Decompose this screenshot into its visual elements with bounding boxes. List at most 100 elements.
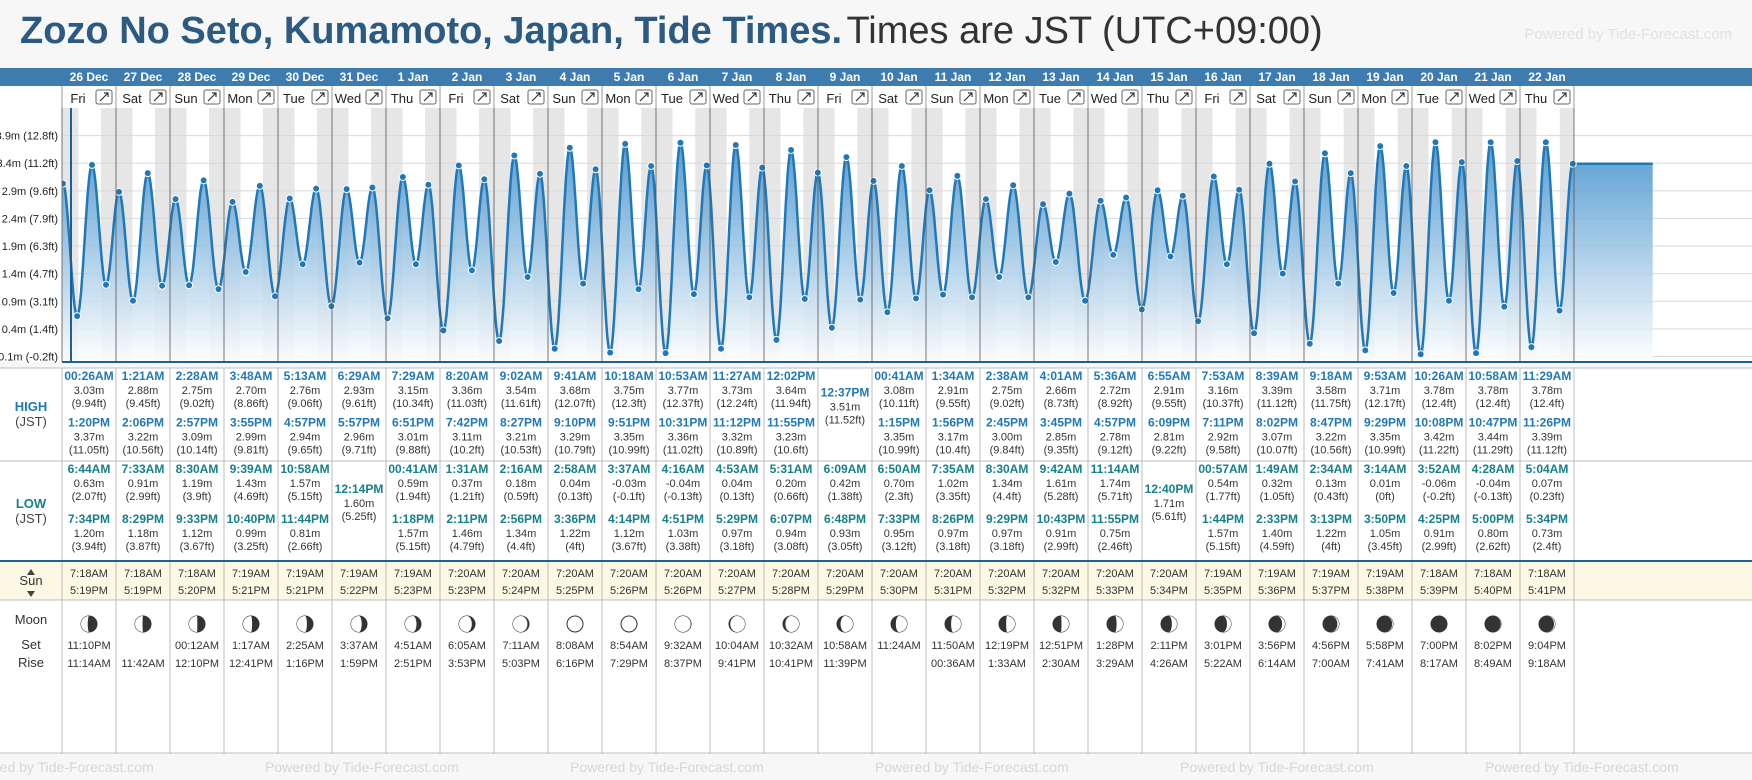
date-label: 13 Jan: [1042, 70, 1079, 84]
expand-day-button[interactable]: [1229, 89, 1247, 105]
tide-extreme-point: [1568, 159, 1577, 168]
expand-arrow-icon: [801, 92, 811, 102]
high-tide-time: 3:55PM: [230, 416, 272, 430]
tide-extreme-point: [1081, 296, 1090, 305]
sunrise-time: 7:20AM: [556, 568, 594, 580]
sunset-time: 5:20PM: [178, 585, 216, 597]
high-tide-height-ft: (9.02ft): [180, 398, 215, 410]
low-tide-height-m: 0.91m: [1424, 528, 1455, 540]
expand-arrow-icon: [1125, 92, 1135, 102]
expand-day-button[interactable]: [743, 89, 761, 105]
tide-extreme-point: [939, 290, 948, 299]
date-label: 20 Jan: [1420, 70, 1457, 84]
day-of-week-label: Mon: [227, 91, 252, 106]
high-tide-time: 10:26AM: [1414, 369, 1463, 383]
expand-day-button[interactable]: [959, 89, 977, 105]
moon-phase-icon: [1376, 615, 1394, 633]
low-tide-time: 6:07PM: [770, 512, 812, 526]
day-of-week-label: Sun: [552, 91, 575, 106]
title-location: Zozo No Seto, Kumamoto, Japan, Tide Time…: [20, 10, 843, 52]
low-tide-height-m: 1.19m: [182, 478, 213, 490]
low-tide-time: 12:14PM: [335, 482, 384, 496]
date-label: 4 Jan: [560, 70, 591, 84]
expand-day-button[interactable]: [581, 89, 599, 105]
low-tide-time: 3:52AM: [1418, 462, 1461, 476]
moon-dark-disc: [1430, 615, 1448, 633]
low-tide-height-m: 0.97m: [722, 528, 753, 540]
sunrise-time: 7:18AM: [124, 568, 162, 580]
expand-day-button[interactable]: [419, 89, 437, 105]
expand-arrow-icon: [477, 92, 487, 102]
y-tick-label: -0.1m (-0.2ft): [0, 351, 58, 363]
expand-day-button[interactable]: [1013, 89, 1031, 105]
expand-day-button[interactable]: [851, 89, 869, 105]
moon-lit-part: [351, 616, 362, 632]
high-tide-height-m: 3.39m: [1532, 432, 1563, 444]
tide-extreme-point: [1109, 250, 1118, 259]
low-tide-height-ft: (4ft): [1321, 541, 1341, 553]
expand-day-button[interactable]: [1067, 89, 1085, 105]
tide-extreme-point: [523, 272, 532, 281]
low-tide-height-m: 0.07m: [1532, 478, 1563, 490]
expand-day-button[interactable]: [1391, 89, 1409, 105]
tide-extreme-point: [621, 139, 630, 148]
moonrise-time: 1:33AM: [988, 658, 1026, 670]
high-tide-time: 4:57PM: [1094, 416, 1136, 430]
moonset-time: 11:50AM: [931, 640, 974, 652]
high-tide-height-ft: (11.61ft): [501, 398, 541, 410]
day-of-week-label: Wed: [1469, 91, 1496, 106]
expand-day-button[interactable]: [1121, 89, 1139, 105]
expand-arrow-icon: [1395, 92, 1405, 102]
moon-phase-icon: [242, 615, 260, 633]
high-tide-height-ft: (10.56ft): [123, 445, 164, 457]
high-tide-time: 3:45PM: [1040, 416, 1082, 430]
high-tide-time: 10:31PM: [659, 416, 708, 430]
low-tide-time: 7:33PM: [878, 512, 920, 526]
expand-day-button[interactable]: [635, 89, 653, 105]
expand-day-button[interactable]: [1337, 89, 1355, 105]
expand-day-button[interactable]: [1553, 89, 1571, 105]
expand-day-button[interactable]: [797, 89, 815, 105]
high-tide-height-ft: (9.12ft): [1098, 445, 1133, 457]
sunset-time: 5:21PM: [232, 585, 270, 597]
date-label: 30 Dec: [286, 70, 325, 84]
y-tick-label: 1.4m (4.7ft): [2, 269, 58, 281]
expand-arrow-icon: [1233, 92, 1243, 102]
low-tide-height-m: 1.12m: [614, 528, 645, 540]
expand-day-button[interactable]: [473, 89, 491, 105]
sunset-time: 5:34PM: [1150, 585, 1188, 597]
expand-day-button[interactable]: [905, 89, 923, 105]
expand-day-button[interactable]: [1283, 89, 1301, 105]
tide-extreme-point: [1500, 302, 1509, 311]
expand-day-button[interactable]: [257, 89, 275, 105]
high-tide-height-m: 3.17m: [938, 432, 969, 444]
tide-extreme-point: [128, 296, 137, 305]
low-tide-time: 1:44PM: [1202, 512, 1244, 526]
expand-day-button[interactable]: [527, 89, 545, 105]
low-tide-time: 2:11PM: [446, 512, 487, 526]
low-tide-height-m: 0.13m: [1316, 478, 1347, 490]
high-tide-time: 8:27PM: [500, 416, 542, 430]
expand-day-button[interactable]: [1499, 89, 1517, 105]
high-tide-height-ft: (12.24ft): [717, 398, 758, 410]
moon-row-background: [0, 600, 1752, 754]
low-tide-time: 6:50AM: [878, 462, 921, 476]
high-tide-time: 1:21AM: [122, 369, 165, 383]
moonrise-time: 8:17AM: [1420, 658, 1458, 670]
expand-day-button[interactable]: [1445, 89, 1463, 105]
expand-day-button[interactable]: [149, 89, 167, 105]
high-tide-height-m: 2.70m: [236, 385, 267, 397]
expand-day-button[interactable]: [689, 89, 707, 105]
low-tide-height-m: 1.02m: [938, 478, 969, 490]
expand-day-button[interactable]: [203, 89, 221, 105]
expand-day-button[interactable]: [95, 89, 113, 105]
tide-extreme-point: [467, 266, 476, 275]
expand-day-button[interactable]: [365, 89, 383, 105]
low-tide-time: 8:30AM: [986, 462, 1029, 476]
tide-extreme-point: [1122, 193, 1131, 202]
expand-day-button[interactable]: [311, 89, 329, 105]
moon-phase-icon: [1538, 615, 1556, 633]
low-tide-height-m: 1.57m: [1208, 528, 1239, 540]
expand-day-button[interactable]: [1175, 89, 1193, 105]
sunset-time: 5:19PM: [70, 585, 108, 597]
